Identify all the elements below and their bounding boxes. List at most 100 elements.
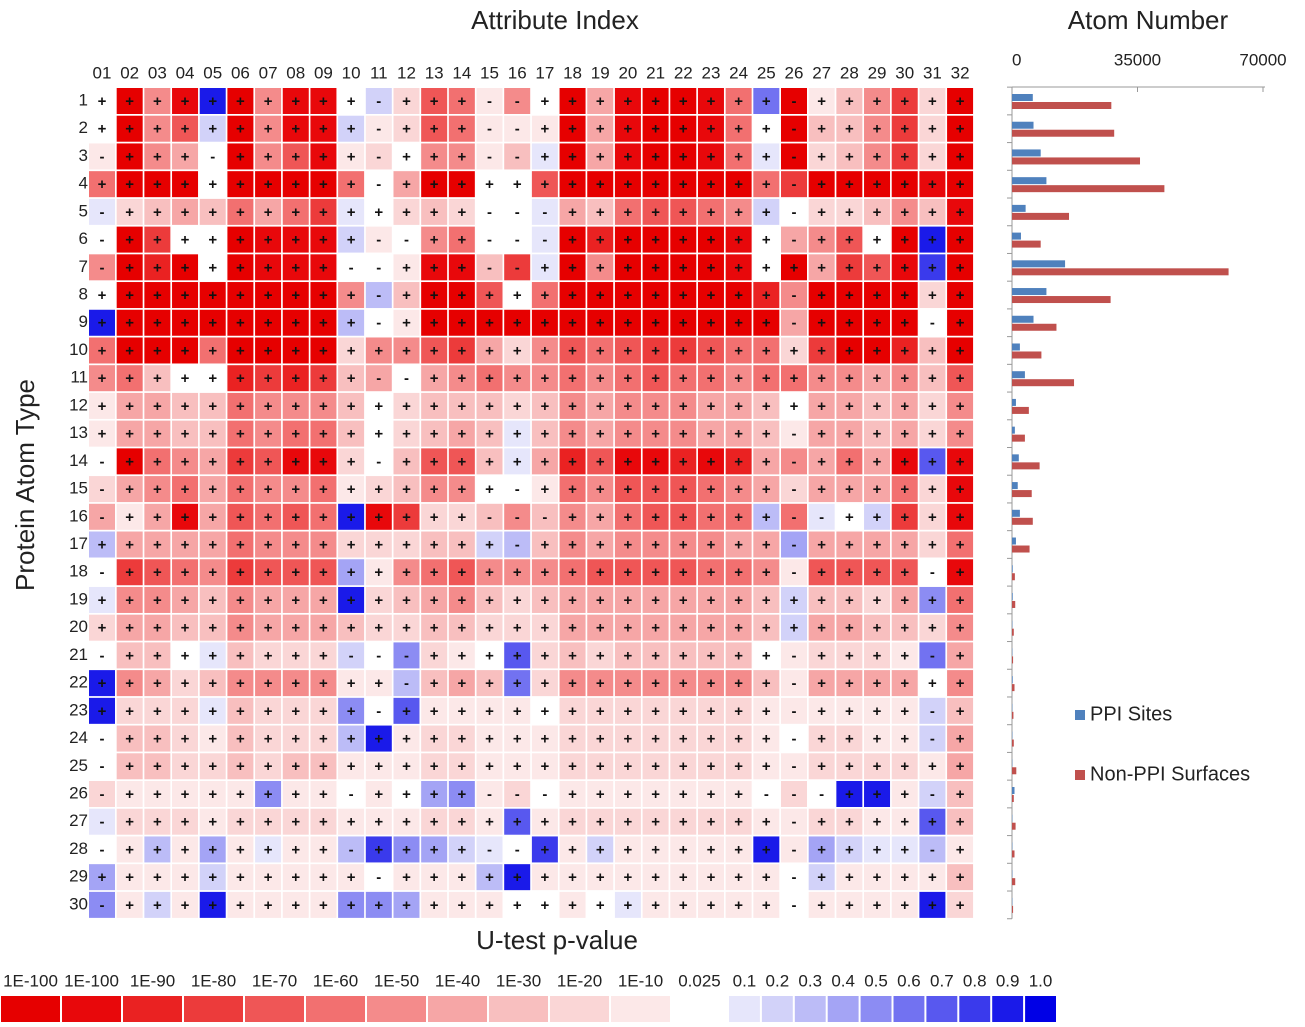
cell-sign: +: [485, 869, 494, 886]
cell-sign: +: [402, 315, 411, 332]
cell-sign: -: [515, 259, 520, 276]
cell-sign: +: [900, 453, 909, 470]
cell-sign: +: [125, 592, 134, 609]
cell-sign: +: [817, 758, 826, 775]
cell-sign: +: [679, 315, 688, 332]
cell-sign: +: [900, 426, 909, 443]
cell-sign: +: [457, 536, 466, 553]
cell-sign: +: [430, 841, 439, 858]
cell-sign: +: [956, 342, 965, 359]
cell-sign: +: [208, 786, 217, 803]
cell-sign: +: [956, 758, 965, 775]
bar: [1012, 684, 1015, 691]
cell-sign: +: [513, 814, 522, 831]
cell-sign: +: [540, 620, 549, 637]
cell-sign: +: [762, 342, 771, 359]
colorbar-label: 1.0: [1029, 971, 1053, 990]
cell-sign: +: [153, 786, 162, 803]
cell-sign: +: [651, 370, 660, 387]
cell-sign: +: [457, 509, 466, 526]
row-label: 7: [79, 257, 88, 276]
colorbar-label: 1E-100: [3, 971, 58, 990]
cell-sign: +: [734, 564, 743, 581]
column-label: 25: [757, 63, 776, 82]
cell-sign: +: [264, 841, 273, 858]
cell-sign: +: [402, 620, 411, 637]
cell-sign: +: [900, 536, 909, 553]
cell-sign: +: [485, 536, 494, 553]
cell-sign: +: [928, 453, 937, 470]
cell-sign: -: [792, 786, 797, 803]
cell-sign: +: [734, 370, 743, 387]
column-label: 12: [397, 63, 416, 82]
cell-sign: +: [181, 93, 190, 110]
cell-sign: +: [651, 398, 660, 415]
cell-sign: -: [210, 148, 215, 165]
cell-sign: +: [430, 148, 439, 165]
cell-sign: +: [402, 342, 411, 359]
cell-sign: +: [402, 869, 411, 886]
cell-sign: +: [734, 481, 743, 498]
cell-sign: +: [900, 148, 909, 165]
bar: [1012, 296, 1111, 303]
bar: [1012, 676, 1013, 683]
cell-sign: -: [792, 315, 797, 332]
cell-sign: +: [679, 758, 688, 775]
cell-sign: +: [125, 204, 134, 221]
cell-sign: +: [347, 426, 356, 443]
cell-sign: +: [430, 647, 439, 664]
cell-sign: +: [485, 647, 494, 664]
row-label: 3: [79, 146, 88, 165]
row-label: 15: [69, 479, 88, 498]
cell-sign: +: [845, 675, 854, 692]
cell-sign: +: [98, 93, 107, 110]
cell-sign: +: [181, 315, 190, 332]
cell-sign: +: [291, 259, 300, 276]
cell-sign: -: [792, 703, 797, 720]
cell-sign: +: [485, 731, 494, 748]
cell-sign: -: [487, 786, 492, 803]
cell-sign: +: [596, 232, 605, 249]
cell-sign: +: [596, 398, 605, 415]
column-label: 03: [148, 63, 167, 82]
cell-sign: +: [319, 176, 328, 193]
cell-sign: +: [624, 232, 633, 249]
cell-sign: +: [430, 786, 439, 803]
cell-sign: +: [402, 398, 411, 415]
cell-sign: +: [568, 758, 577, 775]
cell-sign: +: [374, 536, 383, 553]
cell-sign: +: [291, 315, 300, 332]
cell-sign: +: [236, 342, 245, 359]
cell-sign: +: [291, 592, 300, 609]
cell-sign: +: [236, 426, 245, 443]
cell-sign: +: [956, 398, 965, 415]
cell-sign: +: [319, 259, 328, 276]
cell-sign: +: [679, 93, 688, 110]
cell-sign: +: [707, 592, 716, 609]
cell-sign: -: [487, 204, 492, 221]
cell-sign: +: [734, 232, 743, 249]
cell-sign: +: [762, 592, 771, 609]
bar: [1012, 122, 1034, 129]
cell-sign: +: [347, 121, 356, 138]
cell-sign: +: [845, 703, 854, 720]
cell-sign: +: [208, 398, 217, 415]
cell-sign: +: [540, 592, 549, 609]
cell-sign: +: [596, 536, 605, 553]
cell-sign: +: [457, 814, 466, 831]
cell-sign: +: [153, 481, 162, 498]
cell-sign: +: [264, 342, 273, 359]
cell-sign: +: [540, 675, 549, 692]
cell-sign: -: [792, 564, 797, 581]
cell-sign: +: [540, 121, 549, 138]
row-label: 14: [69, 451, 88, 470]
cell-sign: +: [374, 398, 383, 415]
cell-sign: +: [181, 287, 190, 304]
cell-sign: +: [845, 259, 854, 276]
cell-sign: +: [402, 731, 411, 748]
cell-sign: +: [928, 897, 937, 914]
cell-sign: +: [762, 315, 771, 332]
cell-sign: +: [513, 758, 522, 775]
bar: [1012, 205, 1026, 212]
cell-sign: +: [291, 287, 300, 304]
